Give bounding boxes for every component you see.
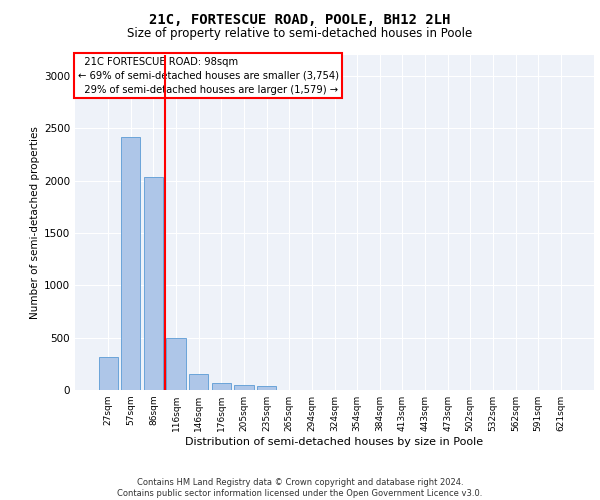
Bar [166, 338, 186, 390]
Y-axis label: Number of semi-detached properties: Number of semi-detached properties [30, 126, 40, 319]
Bar [98, 356, 118, 390]
Bar [144, 178, 163, 390]
Text: 21C FORTESCUE ROAD: 98sqm
← 69% of semi-detached houses are smaller (3,754)
  29: 21C FORTESCUE ROAD: 98sqm ← 69% of semi-… [77, 56, 338, 94]
Text: Contains HM Land Registry data © Crown copyright and database right 2024.
Contai: Contains HM Land Registry data © Crown c… [118, 478, 482, 498]
Bar [212, 382, 231, 390]
X-axis label: Distribution of semi-detached houses by size in Poole: Distribution of semi-detached houses by … [185, 437, 484, 447]
Text: Size of property relative to semi-detached houses in Poole: Size of property relative to semi-detach… [127, 28, 473, 40]
Bar [257, 386, 276, 390]
Bar [235, 386, 254, 390]
Bar [121, 136, 140, 390]
Bar [189, 374, 208, 390]
Text: 21C, FORTESCUE ROAD, POOLE, BH12 2LH: 21C, FORTESCUE ROAD, POOLE, BH12 2LH [149, 12, 451, 26]
